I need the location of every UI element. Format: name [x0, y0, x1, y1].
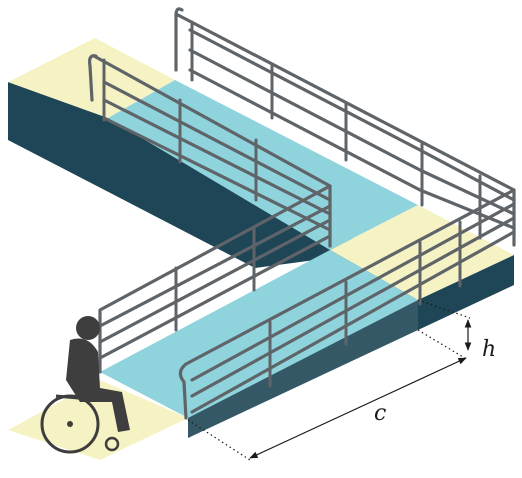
label-c: c [374, 401, 386, 426]
label-h: h [482, 337, 496, 362]
upper-ramp-side-face [8, 82, 330, 268]
right-lower-handrail [178, 188, 516, 420]
middle-landing-side [418, 255, 514, 330]
dimension-h [417, 299, 472, 351]
wheelchair-user-icon [40, 316, 130, 454]
dimension-c [187, 329, 469, 461]
left-lower-handrail [98, 184, 332, 374]
